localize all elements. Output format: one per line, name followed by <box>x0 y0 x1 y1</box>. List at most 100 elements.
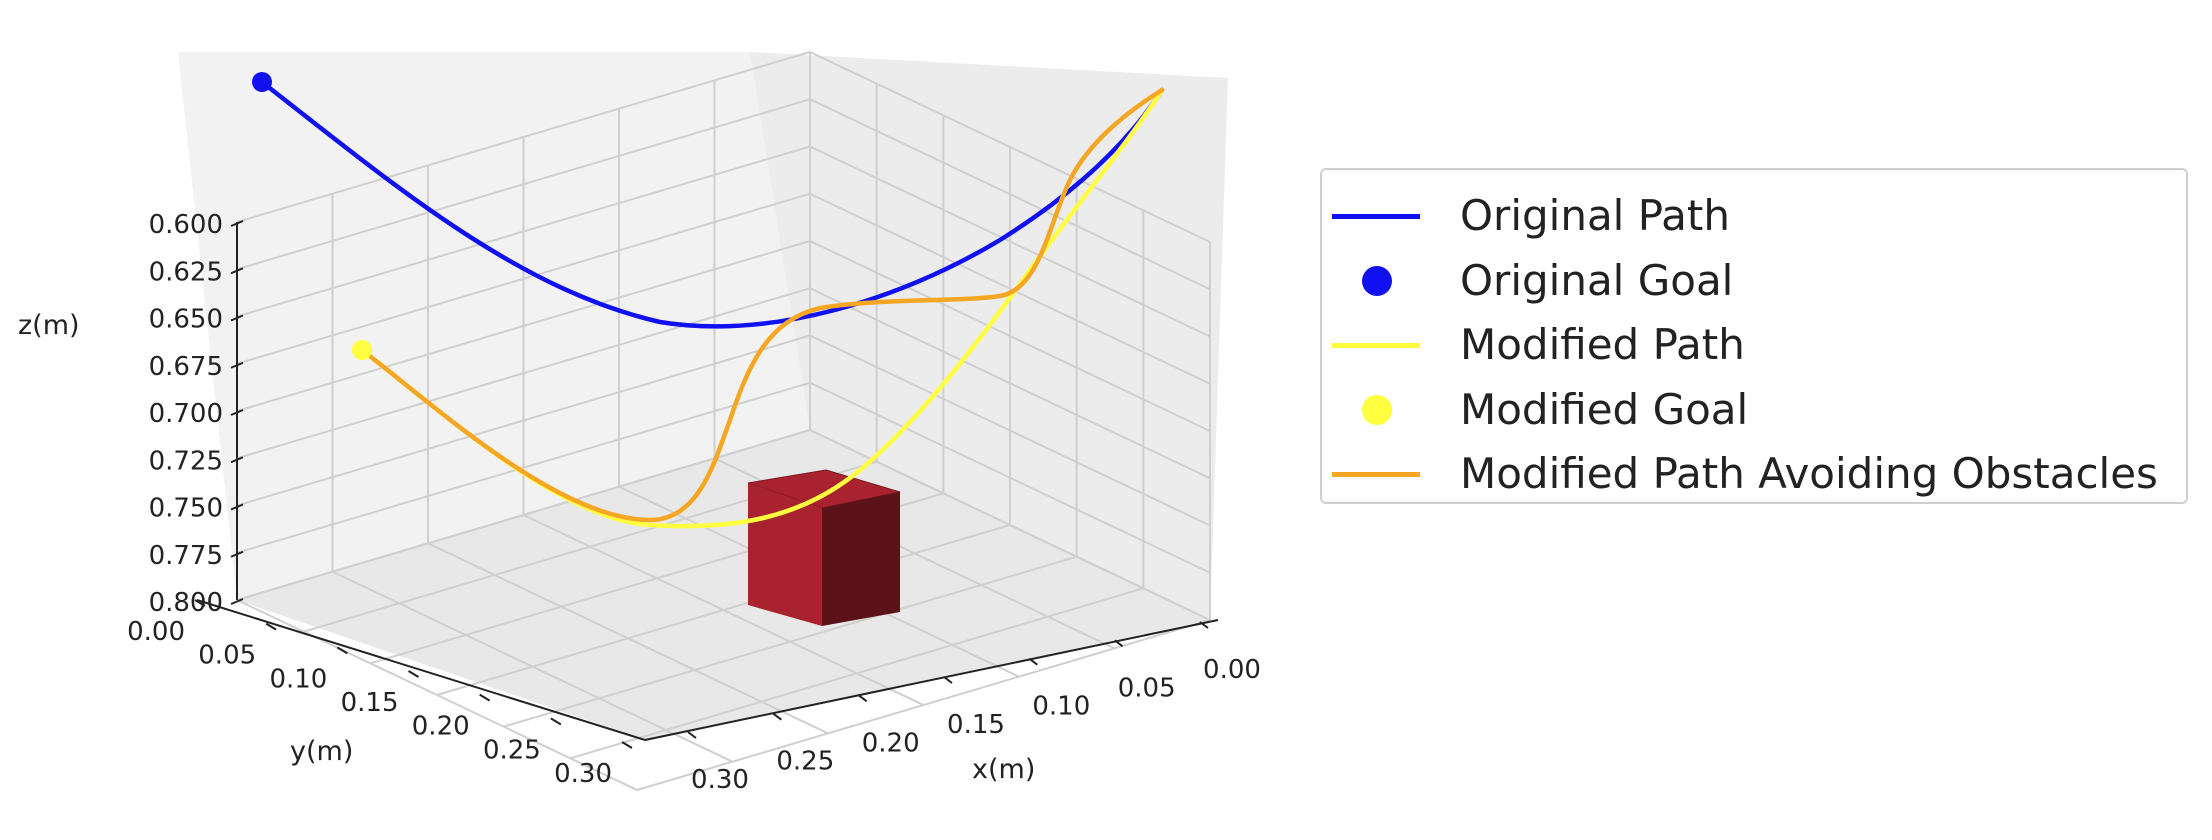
axes <box>196 222 1219 741</box>
z-tick-label: 0.775 <box>149 541 223 571</box>
grid-line <box>809 98 1211 291</box>
y-tick-label: 0.00 <box>127 617 185 647</box>
x-tick-mark <box>1199 621 1209 629</box>
z-tick-label: 0.600 <box>149 210 223 240</box>
x-tick-label: 0.30 <box>691 765 749 795</box>
z-tick-mark <box>230 598 244 605</box>
y-tick-mark <box>336 646 348 655</box>
y-tick-label: 0.05 <box>198 641 256 671</box>
y-tick-label: 0.10 <box>269 664 327 694</box>
x-tick-label: 0.20 <box>862 728 920 758</box>
legend-label: Original Goal <box>1460 255 1734 305</box>
z-tick-mark <box>230 314 244 322</box>
x-tick-label: 0.10 <box>1032 692 1090 722</box>
grid-line <box>236 51 811 223</box>
x-tick-label: 0.05 <box>1118 673 1176 703</box>
tick-labels: 0.600 0.625 0.650 0.675 0.700 0.725 0.750 0.775… <box>127 210 1261 795</box>
x-axis-label: x(m) <box>972 754 1035 785</box>
z-tick-mark <box>230 503 244 511</box>
y-tick-label: 0.25 <box>483 735 541 765</box>
z-tick-mark <box>230 409 244 416</box>
z-tick-label: 0.650 <box>149 305 223 335</box>
z-tick-label: 0.750 <box>149 494 223 524</box>
y-tick-mark <box>479 693 491 702</box>
y-tick-mark <box>550 717 562 726</box>
x-tick-mark <box>772 712 782 721</box>
y-axis-line <box>196 599 646 741</box>
grid-line <box>809 287 1211 480</box>
z-tick-label: 0.800 <box>149 588 223 618</box>
grid-line <box>809 334 1211 527</box>
x-tick-mark <box>858 694 868 703</box>
x-tick-mark <box>1028 657 1038 666</box>
legend-item: Original Path <box>1322 184 2186 248</box>
legend-line <box>1332 343 1420 348</box>
legend-item: Modified Path Avoiding Obstacles <box>1322 442 2186 506</box>
y-tick-label: 0.20 <box>412 712 470 742</box>
legend-label: Modified Path Avoiding Obstacles <box>1460 449 2158 498</box>
legend-line <box>1332 472 1420 477</box>
z-tick-mark <box>230 220 244 227</box>
x-tick-label: 0.00 <box>1203 655 1261 685</box>
series-line-original-path <box>259 79 1165 329</box>
x-tick-label: 0.25 <box>776 747 834 777</box>
cube-front-face <box>748 483 822 626</box>
legend-item: Modified Path <box>1322 313 2186 377</box>
grid-line <box>809 192 1211 385</box>
legend-marker <box>1362 265 1392 296</box>
grid-line <box>809 145 1211 338</box>
x-tick-mark <box>1114 639 1124 648</box>
z-tick-label: 0.700 <box>149 399 223 429</box>
obstacle-cube <box>747 469 901 626</box>
legend-label: Modified Path <box>1460 320 1745 369</box>
z-axis-label: z(m) <box>18 310 80 341</box>
y-tick-mark <box>407 670 420 678</box>
series-line-modified-path-avoiding-obstacles <box>359 87 1165 523</box>
legend-item: Original Goal <box>1322 249 2186 313</box>
back-left-pane <box>178 52 810 600</box>
grid-line <box>236 145 811 318</box>
grid-line <box>236 192 811 365</box>
series-layer <box>252 72 1165 529</box>
y-tick-label: 0.15 <box>341 688 399 718</box>
x-tick-mark <box>687 731 697 739</box>
y-tick-mark <box>265 622 277 631</box>
legend-label: Modified Goal <box>1460 384 1749 434</box>
grid-line <box>236 240 811 412</box>
y-tick-mark <box>621 741 633 749</box>
z-tick-label: 0.675 <box>149 352 223 382</box>
legend-item: Modified Goal <box>1322 378 2186 442</box>
grid-line <box>809 381 1211 574</box>
y-tick-mark <box>194 599 206 607</box>
x-axis-line <box>644 619 1219 741</box>
legend-label: Original Path <box>1460 191 1730 240</box>
legend-marker <box>1362 394 1392 425</box>
grid-line <box>236 599 638 791</box>
x-tick-label: 0.15 <box>947 710 1005 740</box>
legend: Original Path Original Goal Modified Path M… <box>1320 168 2188 504</box>
z-tick-mark <box>230 267 244 275</box>
grid-line <box>636 619 1211 791</box>
z-tick-label: 0.625 <box>149 257 223 287</box>
y-axis-label: y(m) <box>290 736 353 767</box>
x-tick-mark <box>943 676 953 684</box>
grid-line <box>809 240 1211 432</box>
grid-line <box>236 334 811 507</box>
grid-line <box>809 429 1211 621</box>
z-tick-mark <box>230 456 244 464</box>
grid-line <box>332 570 733 763</box>
legend-line <box>1332 214 1420 219</box>
grid-line <box>236 381 811 554</box>
z-tick-mark <box>230 361 244 369</box>
z-tick-mark <box>230 550 244 558</box>
floor-pane <box>237 430 1210 740</box>
z-tick-label: 0.725 <box>149 446 223 476</box>
series-marker-original-goal <box>252 72 272 92</box>
y-tick-label: 0.30 <box>554 759 612 789</box>
series-marker-modified-goal <box>352 340 372 360</box>
cube-side-face <box>822 492 900 626</box>
grid-line <box>809 51 1211 243</box>
grid-line <box>236 287 811 460</box>
grid-line <box>236 98 811 271</box>
